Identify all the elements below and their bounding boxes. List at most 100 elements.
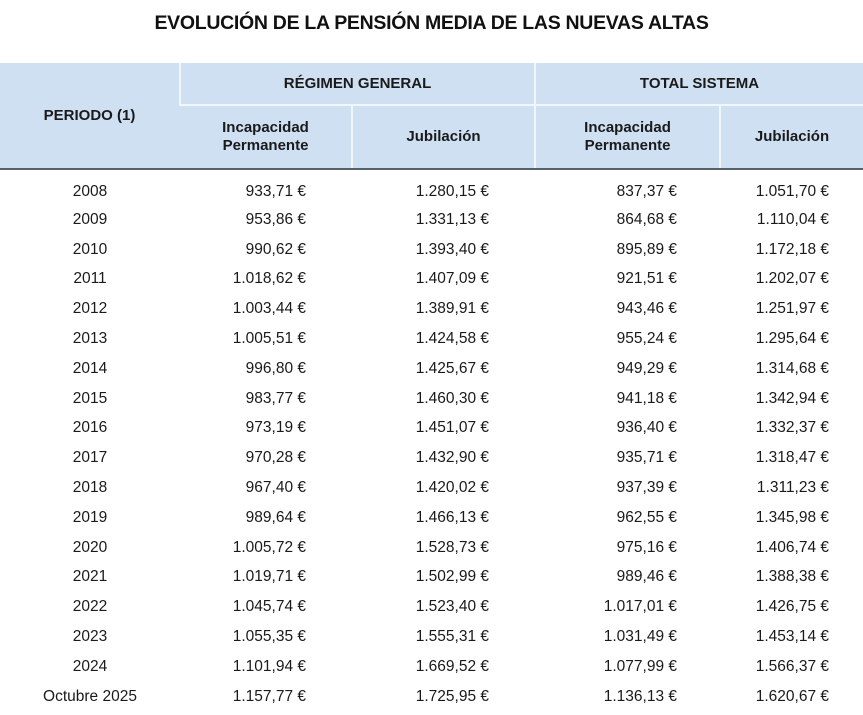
cell-rg-jubilacion: 1.528,73 € (415, 538, 490, 556)
cell-rg-incapacidad-permanente: 989,64 € (245, 508, 306, 526)
cell-ts-incapacidad-permanente: 921,51 € (616, 270, 678, 288)
cell-periodo: 2009 (72, 210, 108, 228)
cell-rg-incapacidad-permanente: 996,80 € (245, 359, 306, 377)
header-rg-jubilacion: Jubilación (350, 104, 536, 170)
table-row: 2024 1.101,94 € 1.669,52 € 1.077,99 € 1.566,… (0, 652, 863, 682)
cell-ts-jubilacion: 1.426,75 € (755, 598, 830, 616)
cell-ts-jubilacion: 1.345,98 € (755, 508, 830, 526)
cell-rg-incapacidad-permanente: 970,28 € (245, 449, 306, 467)
cell-ts-jubilacion: 1.318,47 € (755, 449, 830, 467)
cell-ts-incapacidad-permanente: 949,29 € (616, 359, 678, 377)
cell-periodo: 2011 (73, 270, 107, 288)
table-row: 2016 973,19 € 1.451,07 € 936,40 € 1.332,37 € (0, 414, 863, 444)
cell-periodo: 2008 (72, 182, 108, 200)
cell-ts-jubilacion: 1.314,68 € (755, 359, 830, 377)
cell-rg-jubilacion: 1.280,15 € (415, 182, 490, 200)
cell-rg-incapacidad-permanente: 1.055,35 € (232, 628, 306, 646)
cell-rg-jubilacion: 1.425,67 € (415, 359, 490, 377)
cell-ts-jubilacion: 1.388,38 € (755, 568, 830, 586)
cell-ts-incapacidad-permanente: 895,89 € (616, 240, 678, 258)
cell-periodo: 2020 (72, 538, 108, 556)
cell-rg-incapacidad-permanente: 933,71 € (245, 182, 306, 200)
cell-rg-incapacidad-permanente: 1.045,74 € (232, 598, 306, 616)
cell-ts-incapacidad-permanente: 935,71 € (616, 449, 678, 467)
cell-ts-jubilacion: 1.172,18 € (755, 240, 830, 258)
cell-periodo: 2013 (72, 330, 108, 348)
table-row: 2021 1.019,71 € 1.502,99 € 989,46 € 1.388,38… (0, 563, 863, 593)
cell-ts-incapacidad-permanente: 937,39 € (616, 479, 678, 497)
header-regimen-general: RÉGIMEN GENERAL (178, 63, 536, 105)
cell-ts-jubilacion: 1.311,23 € (756, 479, 830, 497)
pension-table: PERIODO (1) RÉGIMEN GENERAL TOTAL SISTEM… (0, 63, 863, 712)
cell-ts-jubilacion: 1.342,94 € (755, 389, 830, 407)
cell-rg-jubilacion: 1.432,90 € (415, 449, 490, 467)
table-row: 2017 970,28 € 1.432,90 € 935,71 € 1.318,47 € (0, 443, 863, 473)
cell-ts-incapacidad-permanente: 955,24 € (616, 330, 678, 348)
table-row: 2011 1.018,62 € 1.407,09 € 921,51 € 1.202,07… (0, 265, 863, 295)
cell-rg-jubilacion: 1.669,52 € (415, 657, 490, 675)
table-row: Octubre 2025 1.157,77 € 1.725,95 € 1.136,13… (0, 682, 863, 712)
cell-rg-jubilacion: 1.331,13 € (415, 210, 490, 228)
table-row: 2019 989,64 € 1.466,13 € 962,55 € 1.345,98 € (0, 503, 863, 533)
table-row: 2012 1.003,44 € 1.389,91 € 943,46 € 1.251,97… (0, 294, 863, 324)
cell-ts-jubilacion: 1.332,37 € (755, 419, 830, 437)
header-ts-incapacidad-permanente: Incapacidad Permanente (534, 104, 721, 170)
cell-ts-incapacidad-permanente: 1.031,49 € (603, 628, 678, 646)
cell-ts-incapacidad-permanente: 943,46 € (616, 300, 678, 318)
cell-rg-incapacidad-permanente: 990,62 € (245, 240, 306, 258)
table-row: 2008 933,71 € 1.280,15 € 837,37 € 1.051,70 € (0, 169, 863, 205)
cell-rg-jubilacion: 1.424,58 € (415, 330, 490, 348)
table-row: 2009 953,86 € 1.331,13 € 864,68 € 1.110,04 € (0, 205, 863, 235)
cell-ts-incapacidad-permanente: 1.017,01 € (603, 598, 678, 616)
table-row: 2015 983,77 € 1.460,30 € 941,18 € 1.342,94 € (0, 384, 863, 414)
cell-periodo: 2022 (72, 598, 108, 616)
cell-rg-jubilacion: 1.555,31 € (415, 628, 490, 646)
cell-periodo: 2016 (72, 419, 108, 437)
table-row: 2013 1.005,51 € 1.424,58 € 955,24 € 1.295,64… (0, 324, 863, 354)
cell-ts-incapacidad-permanente: 962,55 € (616, 508, 678, 526)
cell-ts-incapacidad-permanente: 975,16 € (616, 538, 678, 556)
table-row: 2018 967,40 € 1.420,02 € 937,39 € 1.311,23 € (0, 473, 863, 503)
cell-periodo: 2018 (72, 479, 108, 497)
cell-ts-incapacidad-permanente: 837,37 € (616, 182, 678, 200)
cell-ts-jubilacion: 1.406,74 € (755, 538, 830, 556)
cell-rg-jubilacion: 1.393,40 € (415, 240, 490, 258)
cell-ts-incapacidad-permanente: 864,68 € (616, 210, 678, 228)
cell-ts-jubilacion: 1.251,97 € (755, 300, 830, 318)
cell-rg-incapacidad-permanente: 1.003,44 € (232, 300, 306, 318)
cell-ts-incapacidad-permanente: 1.136,13 € (603, 687, 678, 705)
cell-ts-jubilacion: 1.051,70 € (755, 182, 830, 200)
cell-ts-jubilacion: 1.620,67 € (755, 687, 830, 705)
cell-rg-jubilacion: 1.460,30 € (415, 389, 490, 407)
cell-periodo: 2023 (72, 628, 108, 646)
cell-rg-incapacidad-permanente: 1.019,71 € (232, 568, 306, 586)
cell-periodo: Octubre 2025 (43, 687, 137, 705)
cell-rg-incapacidad-permanente: 973,19 € (245, 419, 306, 437)
header-line: Incapacidad (584, 119, 671, 136)
table-row: 2023 1.055,35 € 1.555,31 € 1.031,49 € 1.453,… (0, 622, 863, 652)
cell-rg-incapacidad-permanente: 1.157,77 € (232, 687, 306, 705)
table-row: 2022 1.045,74 € 1.523,40 € 1.017,01 € 1.426,… (0, 592, 863, 622)
page-title: EVOLUCIÓN DE LA PENSIÓN MEDIA DE LAS NUE… (154, 12, 709, 34)
cell-rg-jubilacion: 1.407,09 € (415, 270, 490, 288)
cell-rg-incapacidad-permanente: 1.018,62 € (232, 270, 306, 288)
cell-rg-incapacidad-permanente: 967,40 € (245, 479, 306, 497)
cell-rg-jubilacion: 1.420,02 € (415, 479, 490, 497)
header-rg-incapacidad-permanente: Incapacidad Permanente (180, 104, 352, 170)
cell-ts-incapacidad-permanente: 941,18 € (616, 389, 678, 407)
cell-ts-jubilacion: 1.453,14 € (755, 628, 830, 646)
cell-periodo: 2021 (72, 568, 108, 586)
header-line: Permanente (584, 137, 671, 154)
cell-periodo: 2010 (72, 240, 108, 258)
table-body: 2008 933,71 € 1.280,15 € 837,37 € 1.051,70 €… (0, 169, 863, 712)
cell-ts-jubilacion: 1.295,64 € (755, 330, 830, 348)
cell-rg-jubilacion: 1.389,91 € (415, 300, 490, 318)
cell-rg-jubilacion: 1.523,40 € (415, 598, 490, 616)
cell-rg-jubilacion: 1.725,95 € (415, 687, 490, 705)
cell-ts-jubilacion: 1.566,37 € (755, 657, 830, 675)
cell-periodo: 2017 (72, 449, 108, 467)
cell-ts-incapacidad-permanente: 936,40 € (616, 419, 678, 437)
cell-rg-jubilacion: 1.466,13 € (415, 508, 490, 526)
header-line: Permanente (222, 137, 309, 154)
cell-rg-incapacidad-permanente: 983,77 € (245, 389, 306, 407)
